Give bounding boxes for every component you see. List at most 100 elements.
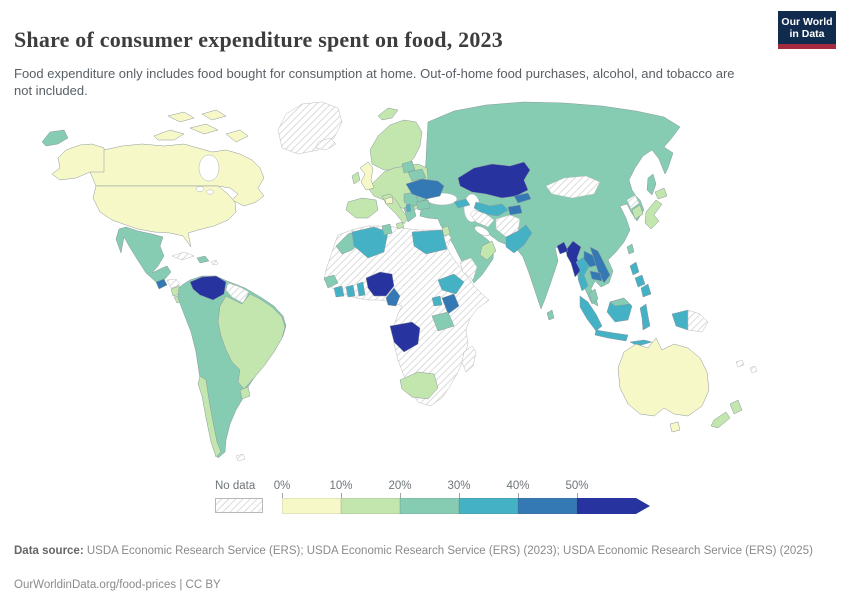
- country-bangladesh[interactable]: [556, 241, 569, 255]
- country-tunisia[interactable]: [381, 223, 393, 236]
- country-north-korea[interactable]: [626, 194, 640, 210]
- country-new-zealand-south[interactable]: [710, 411, 731, 429]
- country-cuba[interactable]: [171, 251, 195, 261]
- country-vietnam[interactable]: [589, 246, 611, 284]
- country-ghana[interactable]: [345, 284, 356, 298]
- owid-logo[interactable]: Our World in Data: [778, 11, 836, 49]
- country-senegal[interactable]: [323, 274, 339, 289]
- country-angola[interactable]: [389, 321, 421, 353]
- country-uruguay[interactable]: [239, 386, 251, 400]
- country-pakistan[interactable]: [505, 224, 533, 254]
- country-honduras[interactable]: [166, 278, 181, 289]
- country-south-korea[interactable]: [631, 204, 644, 220]
- country-sumatra[interactable]: [579, 295, 603, 332]
- country-papua-new-guinea[interactable]: [687, 309, 709, 333]
- country-kyrgyzstan[interactable]: [513, 192, 532, 204]
- country-kazakhstan[interactable]: [457, 161, 531, 199]
- country-turkmenistan[interactable]: [469, 209, 495, 228]
- country-canada-arctic-2[interactable]: [189, 123, 219, 135]
- country-oman[interactable]: [479, 240, 497, 261]
- country-algeria[interactable]: [351, 226, 389, 259]
- legend-tick-label: 40%: [506, 480, 530, 492]
- country-sri-lanka[interactable]: [546, 309, 555, 321]
- legend-bin-50%+[interactable]: [577, 498, 650, 514]
- country-taiwan[interactable]: [626, 243, 635, 255]
- country-pacific-island-1[interactable]: [735, 359, 745, 368]
- country-dominican-republic[interactable]: [196, 255, 210, 264]
- country-venezuela[interactable]: [189, 275, 227, 301]
- country-chukotka[interactable]: [41, 129, 69, 147]
- country-tajikistan[interactable]: [507, 204, 523, 216]
- country-sakhalin[interactable]: [646, 173, 657, 196]
- country-laos[interactable]: [583, 250, 599, 268]
- license-note[interactable]: OurWorldinData.org/food-prices | CC BY: [14, 578, 221, 591]
- country-switzerland[interactable]: [384, 196, 394, 205]
- country-pacific-island-2[interactable]: [749, 365, 758, 374]
- country-uzbekistan[interactable]: [473, 201, 509, 217]
- legend-bin-40-50%[interactable]: [518, 498, 577, 514]
- country-canada-arctic-1[interactable]: [153, 129, 185, 141]
- country-albania[interactable]: [405, 203, 412, 213]
- country-united-kingdom[interactable]: [359, 161, 375, 191]
- country-new-zealand-north[interactable]: [729, 399, 743, 415]
- country-philippines-2[interactable]: [634, 274, 646, 288]
- country-iceland[interactable]: [315, 137, 337, 151]
- page-subtitle: Food expenditure only includes food boug…: [14, 66, 735, 98]
- country-sicily[interactable]: [395, 221, 405, 230]
- country-nigeria[interactable]: [365, 271, 395, 297]
- country-mongolia[interactable]: [545, 175, 601, 199]
- country-japan-hokkaido[interactable]: [654, 187, 668, 200]
- country-mexico[interactable]: [115, 226, 172, 283]
- country-svalbard[interactable]: [377, 107, 399, 121]
- country-madagascar[interactable]: [461, 345, 477, 373]
- country-belarus[interactable]: [407, 168, 427, 182]
- country-japan-honshu[interactable]: [644, 199, 663, 230]
- country-falkland-islands[interactable]: [235, 453, 246, 462]
- legend-bin-10-20%[interactable]: [341, 498, 400, 514]
- legend-tick: [341, 493, 342, 498]
- legend-bin-30-40%[interactable]: [459, 498, 518, 514]
- country-guatemala[interactable]: [155, 278, 168, 290]
- country-south-africa[interactable]: [399, 371, 439, 400]
- country-caucasus[interactable]: [453, 198, 471, 209]
- country-lesser-sunda[interactable]: [629, 339, 653, 347]
- country-chile[interactable]: [197, 375, 222, 458]
- country-togo-benin[interactable]: [356, 281, 366, 297]
- country-ukraine[interactable]: [405, 178, 445, 200]
- country-egypt[interactable]: [411, 229, 448, 255]
- country-tasmania[interactable]: [669, 421, 681, 433]
- country-cameroon[interactable]: [385, 287, 401, 307]
- country-ivory-coast[interactable]: [333, 285, 345, 298]
- country-australia[interactable]: [617, 337, 710, 417]
- country-yemen[interactable]: [459, 257, 478, 281]
- legend-no-data[interactable]: No data: [215, 480, 263, 513]
- country-caribbean[interactable]: [210, 259, 219, 266]
- country-philippines-3[interactable]: [640, 283, 652, 298]
- country-cambodia[interactable]: [589, 270, 603, 282]
- country-malay-peninsula[interactable]: [588, 288, 599, 305]
- legend-bin-0-10%[interactable]: [282, 498, 341, 514]
- country-java[interactable]: [594, 329, 629, 342]
- country-canada-arctic-5[interactable]: [201, 109, 227, 121]
- country-uganda[interactable]: [431, 295, 443, 307]
- country-canada-arctic-3[interactable]: [225, 129, 249, 143]
- country-levant[interactable]: [441, 225, 451, 237]
- country-baltics[interactable]: [401, 160, 416, 174]
- country-scandinavia[interactable]: [369, 119, 423, 171]
- country-indonesia-papua[interactable]: [671, 309, 689, 331]
- country-alaska[interactable]: [51, 143, 105, 181]
- hudson-bay: [198, 154, 220, 182]
- legend-bin-20-30%[interactable]: [400, 498, 459, 514]
- country-malaysia-borneo[interactable]: [609, 297, 631, 307]
- country-ireland[interactable]: [351, 171, 361, 185]
- country-brazil[interactable]: [217, 293, 286, 390]
- country-usa[interactable]: [92, 185, 237, 248]
- country-canada-arctic-4[interactable]: [167, 111, 195, 123]
- country-bulgaria[interactable]: [415, 199, 431, 211]
- country-sulawesi[interactable]: [639, 303, 651, 331]
- country-kenya[interactable]: [441, 293, 460, 315]
- country-ethiopia[interactable]: [437, 273, 465, 295]
- country-tanzania[interactable]: [431, 311, 455, 332]
- country-philippines-1[interactable]: [629, 261, 640, 276]
- country-iberia[interactable]: [345, 197, 379, 219]
